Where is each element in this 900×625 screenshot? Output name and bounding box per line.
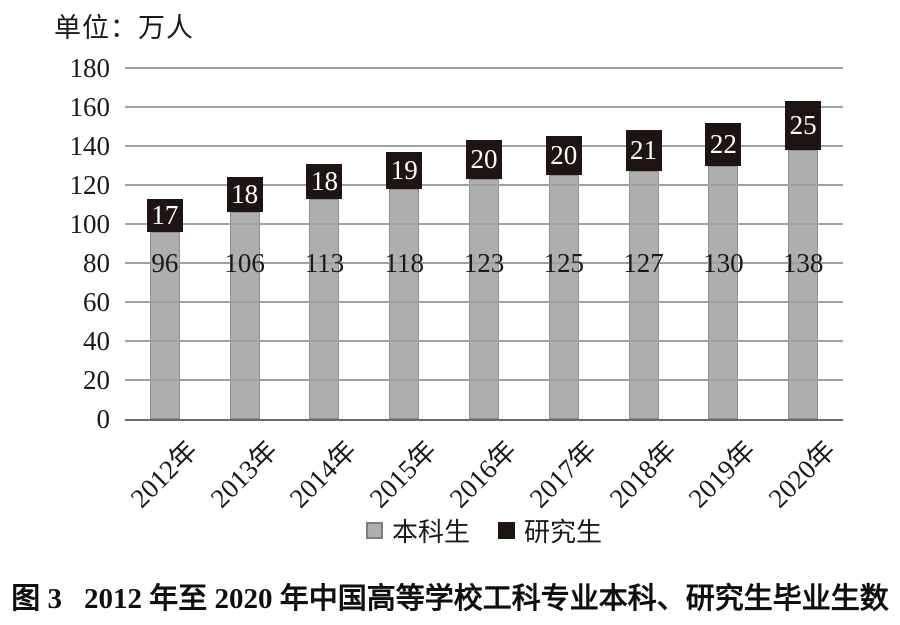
y-tick-label: 100	[69, 209, 111, 239]
caption-number: 图 3	[11, 583, 62, 615]
legend-item-研究生: 研究生	[498, 512, 602, 549]
caption-text: 2012 年至 2020 年中国高等学校工科专业本科、研究生毕业生数	[84, 583, 889, 615]
y-tick-label: 80	[83, 248, 110, 278]
bar-value-label: 118	[384, 248, 424, 278]
bar-segment-本科生-2014年	[309, 198, 340, 419]
x-tick-label: 2018年	[603, 434, 682, 514]
x-tick-label: 2017年	[523, 434, 602, 514]
legend-label: 研究生	[524, 518, 603, 547]
gridline	[125, 262, 843, 264]
bar-value-label: 113	[304, 248, 345, 278]
y-axis-unit-label: 单位：万人	[54, 13, 194, 43]
bar-segment-本科生-2020年	[788, 149, 819, 419]
y-tick-label: 180	[69, 53, 111, 83]
bar-value-label: 106	[224, 248, 265, 278]
x-tick-label: 2016年	[443, 434, 523, 514]
figure-caption: 图 3 2012 年至 2020 年中国高等学校工科专业本科、研究生毕业生数	[0, 575, 900, 617]
gridline	[125, 67, 843, 69]
gridline	[125, 106, 843, 108]
bar-value-label: 130	[703, 248, 744, 278]
bar-segment-研究生-2017年: 20	[545, 136, 582, 176]
y-tick-label: 60	[83, 287, 110, 317]
legend-item-本科生: 本科生	[365, 512, 470, 549]
y-tick-label: 20	[83, 365, 110, 395]
bar-segment-本科生-2017年	[548, 175, 579, 419]
bar-segment-本科生-2013年	[229, 212, 260, 419]
y-tick-label: 160	[69, 92, 111, 122]
x-tick-label: 2015年	[363, 434, 443, 514]
bar-value-label: 96	[151, 248, 179, 278]
x-tick-label: 2020年	[762, 434, 842, 514]
bar-segment-本科生-2016年	[469, 179, 499, 419]
gridline	[125, 223, 843, 225]
x-tick-label: 2019年	[683, 434, 762, 514]
bar-segment-研究生-2014年: 18	[306, 163, 343, 199]
gridline	[125, 379, 843, 381]
bar-segment-本科生-2018年	[628, 171, 659, 419]
bar-segment-研究生-2016年: 20	[466, 140, 502, 180]
bar-segment-研究生-2013年: 18	[226, 177, 263, 213]
legend-swatch-icon	[498, 522, 515, 539]
gridline	[125, 301, 843, 303]
bar-value-label: 125	[543, 248, 585, 278]
bar-segment-研究生-2012年: 17	[146, 198, 183, 232]
y-tick-label: 120	[69, 170, 111, 200]
bar-segment-研究生-2018年: 21	[625, 130, 662, 172]
gridline	[125, 340, 843, 342]
y-tick-label: 40	[83, 326, 110, 356]
bar-segment-研究生-2020年: 25	[785, 101, 822, 150]
legend-swatch-icon	[365, 522, 383, 539]
gridline	[125, 184, 843, 186]
x-tick-label: 2013年	[204, 434, 283, 514]
x-tick-label: 2014年	[284, 434, 363, 514]
legend: 本科生 研究生	[125, 512, 843, 549]
x-tick-label: 2012年	[124, 434, 204, 514]
bar-segment-研究生-2019年: 22	[705, 122, 742, 166]
bar-value-label: 138	[782, 248, 824, 278]
y-tick-label: 140	[69, 131, 111, 161]
y-tick-label: 0	[96, 404, 111, 434]
bar-segment-本科生-2019年	[708, 165, 739, 419]
bar-value-label: 127	[623, 248, 664, 278]
legend-label: 本科生	[391, 518, 470, 547]
plot-area: 17 96 18 106 18 113 19 118 20 123 20 125 21 127 22 130 2…	[125, 67, 843, 421]
bar-segment-研究生-2015年: 19	[386, 151, 423, 189]
bar-value-label: 123	[463, 248, 505, 278]
